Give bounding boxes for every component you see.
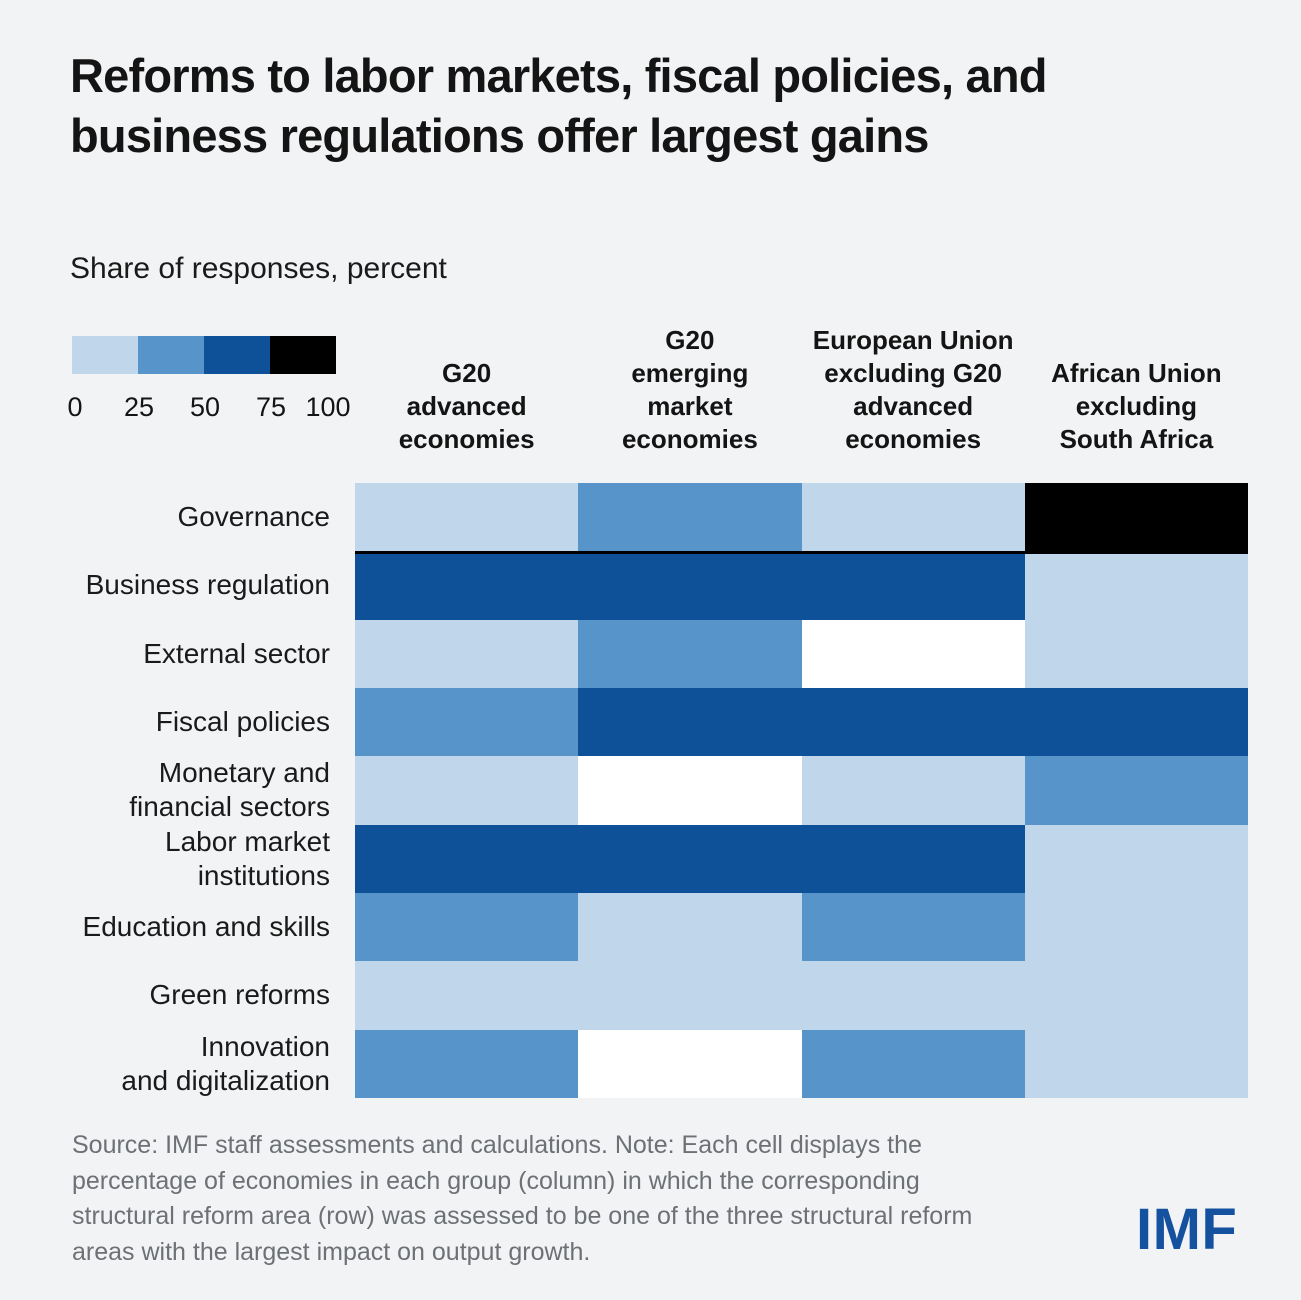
heatmap-grid [355,483,1248,1098]
row-label-business-regulation: Business regulation [85,569,330,601]
heatmap-cell-monetary-and-financial-sectors-african-union-excluding-south-africa [1024,756,1248,825]
heatmap-cell-green-reforms-g20-advanced-economies [355,961,579,1030]
legend-scale-labels: 0 25 50 75 100 [67,392,350,424]
heatmap-cell-monetary-and-financial-sectors-g20-emerging-market-economies [578,756,802,825]
row-label-monetary-and-financial-sectors: Monetary and financial sectors [129,757,330,823]
column-header-g20-advanced-economies: G20 advanced economies [398,358,535,454]
heatmap-cell-business-regulation-g20-emerging-market-economies [578,551,802,620]
heatmap-cell-fiscal-policies-african-union-excluding-south-africa [1024,688,1248,757]
heatmap-cell-governance-g20-emerging-market-economies [578,483,802,552]
column-header-g20-emerging-market-economies: G20 emerging market economies [621,325,758,454]
heatmap-cell-external-sector-g20-advanced-economies [355,619,579,688]
heatmap-cell-education-and-skills-g20-emerging-market-economies [578,893,802,962]
row-label-education-and-skills: Education and skills [82,911,330,943]
legend-swatch-75-100 [270,336,336,374]
row-label-green-reforms: Green reforms [149,979,331,1011]
governance-row-underline [355,551,1248,554]
chart-subtitle: Share of responses, percent [70,252,447,285]
legend-swatch-50-75 [204,336,270,374]
heatmap-cell-labor-market-institutions-european-union-excluding-g20-advanced-economies [801,824,1025,893]
imf-logo: IMF [1136,1197,1238,1262]
legend-swatch-0-25 [72,336,138,374]
heatmap-cell-green-reforms-g20-emerging-market-economies [578,961,802,1030]
heatmap-cell-external-sector-european-union-excluding-g20-advanced-economies [801,619,1025,688]
legend-tick-100: 100 [305,392,351,422]
row-label-external-sector: External sector [143,637,330,669]
column-header-european-union-excluding-g20-advanced-economies: European Union excluding G20 advanced ec… [812,325,1014,454]
heatmap-cell-external-sector-african-union-excluding-south-africa [1024,619,1248,688]
legend-swatch-25-50 [138,336,204,374]
row-label-governance: Governance [177,501,330,533]
heatmap-cell-governance-european-union-excluding-g20-advanced-economies [801,483,1025,552]
chart-title: Reforms to labor markets, fiscal policie… [70,49,1047,162]
heatmap-cell-innovation-and-digitalization-g20-advanced-economies [355,1029,579,1098]
heatmap-cell-business-regulation-european-union-excluding-g20-advanced-economies [801,551,1025,620]
heatmap-cell-education-and-skills-european-union-excluding-g20-advanced-economies [801,893,1025,962]
heatmap-cell-innovation-and-digitalization-european-union-excluding-g20-advanced-economies [801,1029,1025,1098]
heatmap-cell-labor-market-institutions-african-union-excluding-south-africa [1024,824,1248,893]
heatmap-cell-innovation-and-digitalization-african-union-excluding-south-africa [1024,1029,1248,1098]
row-label-labor-market-institutions: Labor market institutions [165,825,330,891]
row-label-fiscal-policies: Fiscal policies [155,706,330,738]
heatmap-cell-governance-african-union-excluding-south-africa [1024,483,1248,552]
legend-tick-25: 25 [123,392,155,422]
heatmap-cell-labor-market-institutions-g20-emerging-market-economies [578,824,802,893]
heatmap-cell-business-regulation-african-union-excluding-south-africa [1024,551,1248,620]
heatmap-cell-green-reforms-african-union-excluding-south-africa [1024,961,1248,1030]
heatmap-cell-fiscal-policies-european-union-excluding-g20-advanced-economies [801,688,1025,757]
heatmap-cell-labor-market-institutions-g20-advanced-economies [355,824,579,893]
heatmap-cell-fiscal-policies-g20-emerging-market-economies [578,688,802,757]
legend-tick-0: 0 [67,392,83,422]
heatmap-cell-innovation-and-digitalization-g20-emerging-market-economies [578,1029,802,1098]
heatmap-cell-monetary-and-financial-sectors-g20-advanced-economies [355,756,579,825]
heatmap-cell-business-regulation-g20-advanced-economies [355,551,579,620]
heatmap-cell-monetary-and-financial-sectors-european-union-excluding-g20-advanced-economies [801,756,1025,825]
heatmap-cell-external-sector-g20-emerging-market-economies [578,619,802,688]
heatmap-cell-education-and-skills-african-union-excluding-south-africa [1024,893,1248,962]
heatmap-cell-fiscal-policies-g20-advanced-economies [355,688,579,757]
heatmap-cell-green-reforms-european-union-excluding-g20-advanced-economies [801,961,1025,1030]
row-label-innovation-and-digitalization: Innovation and digitalization [121,1030,330,1096]
column-header-african-union-excluding-south-africa: African Union excluding South Africa [1051,358,1222,454]
legend-tick-50: 50 [189,392,221,422]
legend-swatches [72,336,336,374]
heatmap-cell-education-and-skills-g20-advanced-economies [355,893,579,962]
source-note: Source: IMF staff assessments and calcul… [72,1131,973,1266]
heatmap-cell-governance-g20-advanced-economies [355,483,579,552]
legend-tick-75: 75 [255,392,287,422]
